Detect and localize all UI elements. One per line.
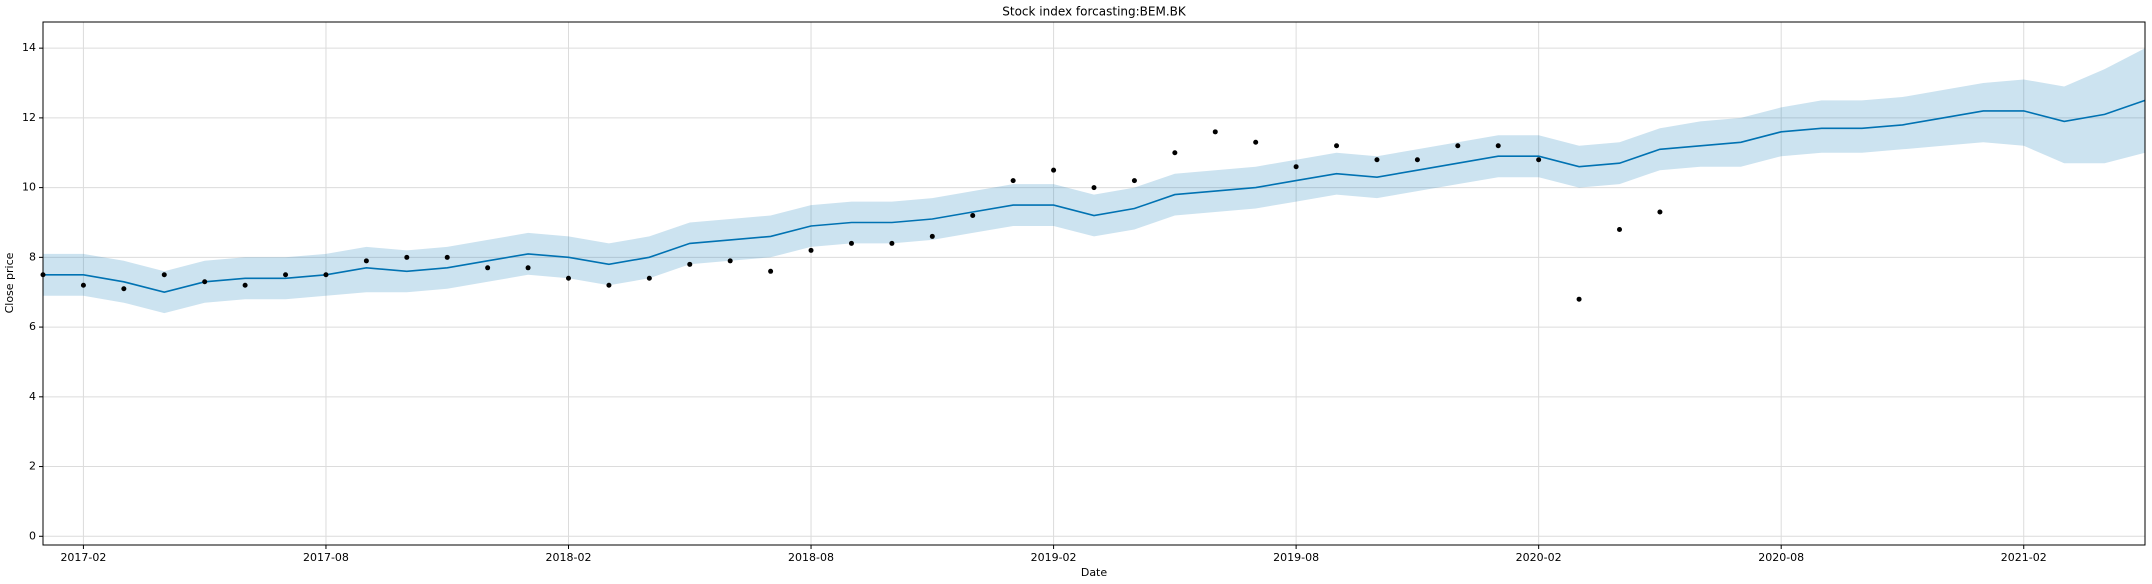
observed-point [929,233,935,239]
observed-point [1212,129,1218,135]
observed-point [444,254,450,260]
y-tick-label: 10 [22,181,36,194]
observed-point [1414,157,1420,163]
observed-point [525,265,531,271]
x-tick-label: 2018-02 [546,551,592,564]
observed-point [1091,185,1097,191]
observed-point [485,265,491,271]
plot-frame [42,21,2146,546]
observed-point [1293,164,1299,170]
observed-point [1617,226,1622,232]
y-tick-label: 12 [22,111,36,124]
observed-point [1131,178,1137,184]
y-tick-label: 0 [29,529,36,542]
observed-point [687,261,693,267]
observed-point [606,282,612,288]
observed-point [848,240,854,246]
y-tick-label: 8 [29,250,36,263]
y-tick-label: 4 [29,390,36,403]
observed-point [323,272,329,278]
observed-point [646,275,652,281]
uncertainty-band [43,48,2145,314]
observed-point [1455,143,1461,149]
y-axis-label: Close price [3,252,16,313]
observed-point [80,282,86,288]
observed-point [1495,143,1501,149]
observed-point [1576,296,1582,302]
y-tick-label: 6 [29,320,36,333]
observed-point [970,213,976,219]
x-tick-label: 2020-02 [1516,551,1562,564]
observed-point [1253,139,1259,145]
observed-point [1657,209,1663,215]
chart-title: Stock index forcasting:BEM.BK [1002,5,1187,19]
x-tick-label: 2019-02 [1031,551,1077,564]
y-tick-label: 2 [29,460,36,473]
observed-point [283,272,289,278]
observed-point [1051,167,1057,173]
observed-point [1010,178,1016,184]
observed-point [404,254,410,260]
observed-point [363,258,369,264]
forecast-line [43,99,2146,294]
observed-point [1374,157,1380,163]
observed-point [727,258,733,264]
x-tick-label: 2018-08 [788,551,834,564]
observed-point [566,275,571,281]
observed-point [808,247,814,253]
observed-point [768,268,774,274]
y-tick-label: 14 [22,41,36,54]
observed-point [242,282,248,288]
observed-point [1172,150,1178,156]
observed-point [1536,157,1542,163]
observed-point [202,279,208,285]
observed-point [1334,143,1340,149]
x-tick-label: 2017-08 [303,551,349,564]
x-tick-label: 2019-08 [1273,551,1319,564]
x-tick-label: 2020-08 [1758,551,1804,564]
x-tick-label: 2017-02 [60,551,106,564]
observed-point [121,286,127,292]
x-tick-label: 2021-02 [2001,551,2047,564]
observed-point [161,272,167,278]
x-axis-label: Date [1081,566,1108,579]
observed-point [889,240,895,246]
